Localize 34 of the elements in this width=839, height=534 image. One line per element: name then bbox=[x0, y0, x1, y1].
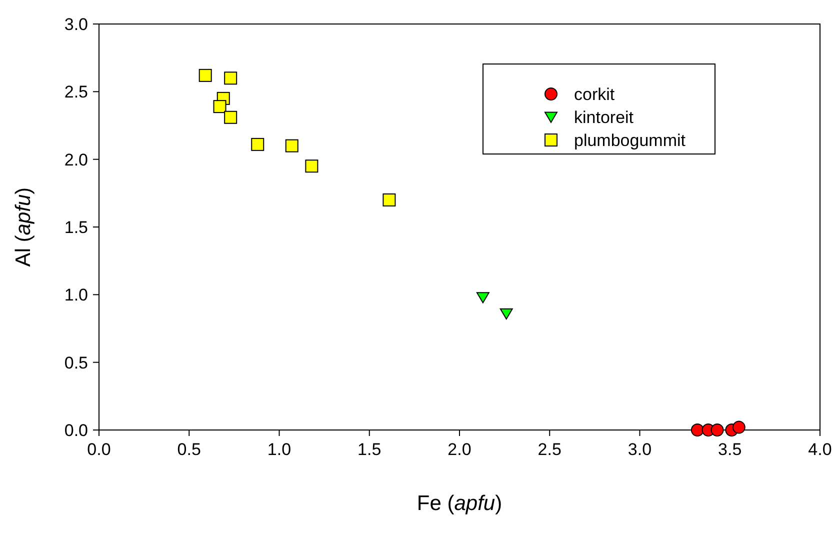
y-tick-label: 2.0 bbox=[64, 150, 88, 170]
point bbox=[732, 420, 746, 434]
y-tick-label: 3.0 bbox=[64, 15, 88, 34]
point bbox=[198, 68, 212, 82]
x-tick-label: 2.5 bbox=[538, 440, 562, 459]
point bbox=[251, 138, 264, 151]
x-axis-title: Fe (apfu) bbox=[416, 492, 502, 515]
legend-label: kintoreit bbox=[574, 108, 634, 127]
x-tick-label: 4.0 bbox=[808, 440, 832, 459]
y-tick-label: 0.0 bbox=[64, 421, 88, 440]
x-tick-label: 0.5 bbox=[177, 440, 201, 459]
y-tick-label: 2.5 bbox=[64, 82, 88, 102]
x-tick-label: 1.5 bbox=[358, 440, 382, 459]
point bbox=[213, 100, 226, 114]
x-tick-label: 0.0 bbox=[87, 440, 111, 459]
point bbox=[224, 72, 238, 85]
x-tick-label: 1.0 bbox=[267, 440, 292, 459]
x-tick-label: 3.0 bbox=[628, 440, 652, 459]
point bbox=[285, 139, 298, 152]
point bbox=[305, 160, 318, 173]
point bbox=[224, 110, 238, 124]
y-tick-label: 1.0 bbox=[64, 286, 88, 305]
point bbox=[382, 193, 396, 206]
y-tick-label: 1.5 bbox=[64, 218, 88, 237]
y-tick-label: 0.5 bbox=[64, 353, 88, 372]
legend-label: plumbogummit bbox=[574, 131, 686, 150]
x-tick-label: 3.5 bbox=[718, 440, 742, 459]
y-axis-title: Al (apfu) bbox=[12, 187, 35, 267]
point bbox=[690, 424, 704, 436]
x-tick-label: 2.0 bbox=[448, 440, 472, 459]
point bbox=[500, 308, 513, 320]
legend-label: corkit bbox=[574, 85, 615, 104]
point bbox=[476, 292, 490, 304]
point bbox=[710, 424, 724, 436]
